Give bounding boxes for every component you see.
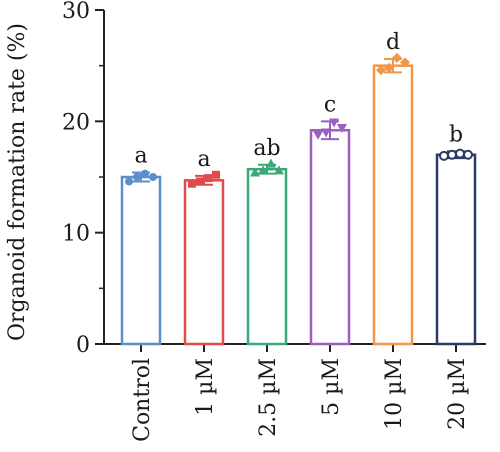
x-tick-label: 5 µM	[319, 358, 344, 416]
data-point	[313, 130, 323, 140]
y-axis: 0 10 20 30	[62, 0, 105, 358]
bar	[435, 153, 477, 346]
x-tick-label: 10 µM	[382, 358, 407, 430]
significance-label: c	[324, 92, 336, 117]
y-tick-label: 0	[76, 333, 90, 358]
data-point	[447, 149, 457, 160]
data-point	[196, 177, 204, 186]
data-point	[337, 124, 347, 134]
significance-label: d	[386, 30, 400, 55]
data-point	[376, 65, 386, 76]
y-tick-label: 10	[62, 222, 90, 247]
data-point	[329, 118, 339, 128]
data-point	[258, 165, 268, 175]
data-point	[149, 173, 157, 181]
data-point	[439, 150, 449, 161]
y-tick-label: 20	[62, 110, 90, 135]
significance-label: a	[134, 144, 147, 169]
data-point	[266, 158, 276, 168]
bar	[120, 175, 162, 346]
data-point	[392, 52, 402, 63]
y-axis-label: Organoid formation rate (%)	[5, 23, 30, 341]
data-point	[463, 149, 473, 160]
data-point	[455, 148, 465, 159]
significance-label: a	[197, 147, 210, 172]
bar	[309, 128, 351, 346]
bars-layer: a a ab c d b	[120, 30, 477, 346]
x-tick-label: 20 µM	[445, 358, 470, 430]
data-point	[274, 165, 284, 175]
bar	[183, 179, 225, 346]
bar	[246, 167, 288, 346]
bar	[372, 64, 414, 346]
x-tick-label: Control	[130, 358, 155, 442]
data-point	[212, 170, 220, 179]
data-point	[204, 174, 212, 183]
data-point	[250, 167, 260, 177]
data-point	[125, 177, 133, 186]
data-point	[321, 128, 331, 138]
data-point	[141, 169, 149, 178]
x-tick-label: 2.5 µM	[256, 358, 281, 437]
data-point	[188, 179, 196, 188]
data-point	[400, 57, 410, 68]
significance-label: b	[449, 122, 463, 147]
data-point	[133, 173, 141, 181]
x-axis: Control 1 µM 2.5 µM 5 µM 10 µM 20 µM	[104, 343, 486, 442]
data-point	[384, 62, 394, 73]
y-tick-label: 30	[62, 0, 90, 24]
x-tick-label: 1 µM	[193, 358, 218, 416]
significance-label: ab	[253, 136, 280, 161]
